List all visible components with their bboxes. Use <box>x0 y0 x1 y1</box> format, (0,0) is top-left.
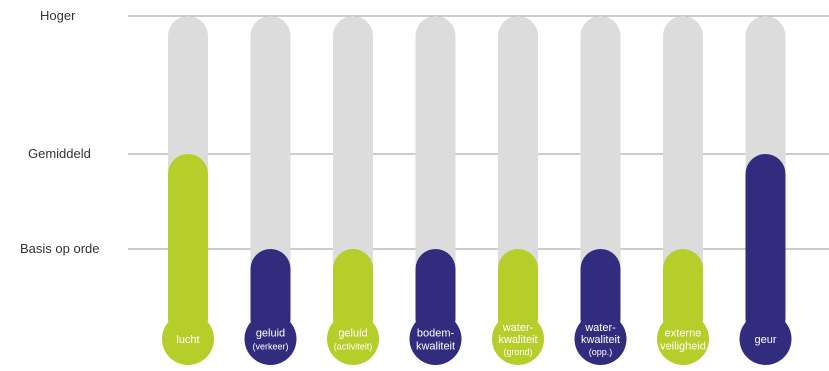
category-label-line: geluid <box>256 328 285 340</box>
bar-fill <box>168 154 208 339</box>
bar-group-5: water-kwaliteit(opp.) <box>574 16 627 365</box>
bars-layer: lucht geluid (verkeer) geluid (activiteit) bo… <box>162 16 792 365</box>
category-label-line: kwaliteit <box>581 334 620 346</box>
category-label-line: water- <box>502 322 534 334</box>
level-labels: Basis op orde Gemiddeld Hoger <box>20 8 100 256</box>
bar-group-0: lucht <box>162 16 214 365</box>
bar-label-circle <box>657 313 709 365</box>
bar-label-circle <box>409 313 462 365</box>
level-label-gemiddeld: Gemiddeld <box>28 146 91 161</box>
category-label-line: (verkeer) <box>252 342 288 352</box>
bar-fill <box>745 154 786 339</box>
category-label-line: veiligheid <box>660 341 706 353</box>
grid-layer <box>128 15 829 250</box>
bar-group-3: bodem-kwaliteit <box>409 16 462 365</box>
category-label-line: kwaliteit <box>416 341 455 353</box>
category-label-line: externe <box>665 328 702 340</box>
category-label-line: (grond) <box>503 347 532 357</box>
bar-label-circle <box>492 313 544 365</box>
category-label-line: (activiteit) <box>334 342 373 352</box>
category-label-line: (opp.) <box>589 347 613 357</box>
category-label-line: bodem- <box>417 328 455 340</box>
bar-group-1: geluid (verkeer) <box>244 16 297 365</box>
bar-label-circle <box>327 313 379 365</box>
bar-group-4: water-kwaliteit(grond) <box>492 16 544 365</box>
category-label-line: lucht <box>176 334 199 346</box>
level-label-hoger: Hoger <box>40 8 76 23</box>
bar-label-circle <box>162 313 214 365</box>
bar-group-2: geluid (activiteit) <box>327 16 379 365</box>
bar-label-circle <box>574 313 627 365</box>
category-label-line: kwaliteit <box>498 334 537 346</box>
category-label-line: water- <box>584 322 616 334</box>
bar-group-7: geur <box>739 16 792 365</box>
category-label-line: geur <box>754 334 776 346</box>
category-label-line: geluid <box>338 328 367 340</box>
bar-label-circle <box>739 313 792 365</box>
level-label-basis: Basis op orde <box>20 241 100 256</box>
bar-label-circle <box>244 313 297 365</box>
